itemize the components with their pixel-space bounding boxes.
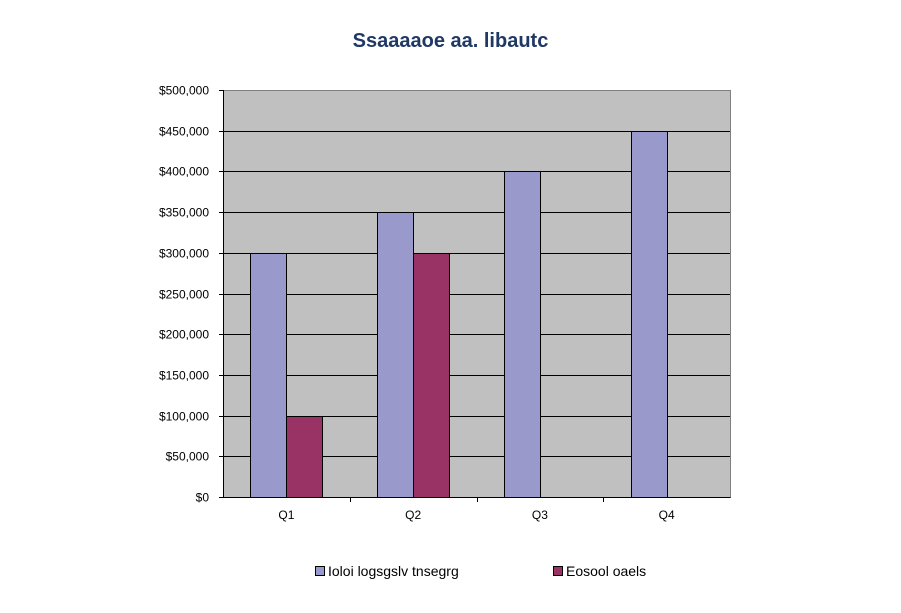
y-axis-labels: $0 $50,000 $100,000 $150,000 $200,000 $250,00… xyxy=(159,84,209,505)
x-axis-labels: Q1 Q2 Q3 Q4 xyxy=(278,508,675,522)
bar-series-1 xyxy=(250,253,287,498)
legend-item-series-2: Eosool oaels xyxy=(553,563,646,579)
bar-series-1 xyxy=(377,212,414,498)
axes xyxy=(223,90,731,502)
x-tick-label: Q4 xyxy=(659,508,675,522)
bar-series-1 xyxy=(631,131,668,498)
legend-swatch-series-1 xyxy=(315,566,325,576)
y-tick-label: $150,000 xyxy=(159,369,209,383)
legend-swatch-series-2 xyxy=(553,566,563,576)
y-tick-label: $500,000 xyxy=(159,84,209,98)
bar-series-1 xyxy=(504,171,541,498)
legend-item-series-1: Ioloi logsgslv tnsegrg xyxy=(315,563,459,579)
legend-label-series-2: Eosool oaels xyxy=(566,563,647,579)
legend-label-series-1: Ioloi logsgslv tnsegrg xyxy=(328,563,459,579)
y-tick-label: $100,000 xyxy=(159,410,209,424)
x-tick-label: Q2 xyxy=(405,508,421,522)
y-tick-label: $350,000 xyxy=(159,206,209,220)
bar-series-2 xyxy=(413,253,450,498)
y-tick-label: $200,000 xyxy=(159,328,209,342)
x-tick-label: Q1 xyxy=(278,508,294,522)
y-tick-label: $400,000 xyxy=(159,165,209,179)
y-tick-label: $300,000 xyxy=(159,247,209,261)
y-tick-label: $50,000 xyxy=(166,450,210,464)
y-tick-label: $450,000 xyxy=(159,125,209,139)
y-tick-label: $0 xyxy=(196,491,210,505)
y-tick-label: $250,000 xyxy=(159,288,209,302)
bar-series-2 xyxy=(286,416,323,498)
chart-title: Ssaaaaoe aa. libautc xyxy=(352,30,549,52)
bars xyxy=(250,131,668,498)
x-tick-label: Q3 xyxy=(532,508,548,522)
